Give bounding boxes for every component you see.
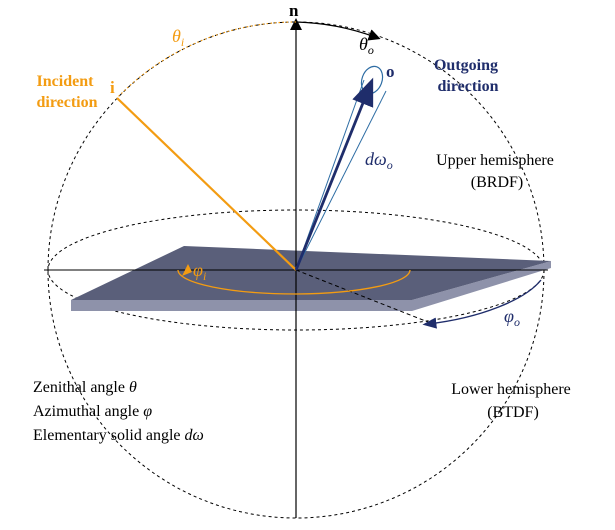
phi-o-label: φo bbox=[504, 306, 520, 329]
d-omega-label: dωo bbox=[365, 149, 393, 172]
surface-top bbox=[71, 246, 551, 300]
theta-i-label: θi bbox=[172, 26, 184, 49]
surface-edge bbox=[71, 261, 551, 311]
outgoing-direction-line bbox=[294, 77, 374, 271]
upper-hemisphere-label: Upper hemisphere (BRDF) bbox=[436, 152, 558, 191]
surface-sample bbox=[71, 246, 551, 311]
incident-vector-label: i bbox=[110, 78, 115, 97]
cone-cap bbox=[360, 65, 384, 95]
phi-o-arc bbox=[422, 279, 542, 329]
incident-direction-label: Incident direction bbox=[36, 73, 97, 111]
outgoing-direction-label: Outgoing direction bbox=[434, 57, 502, 95]
angle-legend: Zenithal angle θ Azimuthal angle φ Eleme… bbox=[33, 379, 204, 444]
phi-i-arrowhead bbox=[182, 264, 192, 276]
theta-o-label: θo bbox=[359, 34, 374, 57]
normal-label: n bbox=[289, 1, 299, 20]
theta-i-arc bbox=[116, 21, 297, 99]
outgoing-projection bbox=[295, 269, 429, 323]
phi-i-arc bbox=[177, 269, 411, 295]
theta-o-arc bbox=[295, 21, 381, 41]
legend-solid-angle: Elementary solid angle dω bbox=[33, 427, 204, 444]
outgoing-vector-label: o bbox=[386, 62, 395, 81]
legend-zenithal: Zenithal angle θ bbox=[33, 379, 137, 396]
cone-edge-right bbox=[295, 90, 387, 271]
legend-azimuthal: Azimuthal angle φ bbox=[33, 403, 152, 420]
incident-direction-line bbox=[116, 97, 297, 271]
lower-hemisphere-label: Lower hemisphere (BTDF) bbox=[451, 381, 575, 421]
phi-i-label: φi bbox=[193, 260, 206, 283]
